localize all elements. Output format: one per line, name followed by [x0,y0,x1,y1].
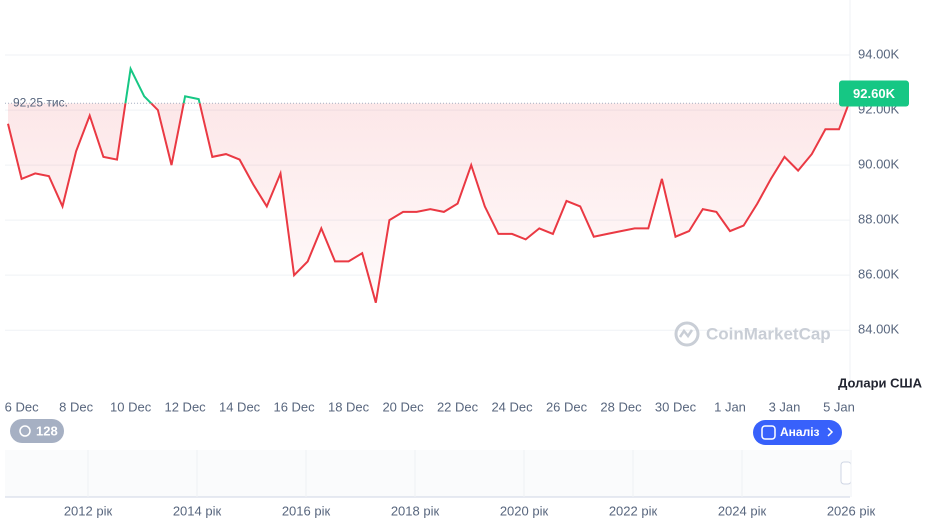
y-tick-label: 94.00K [858,46,900,61]
year-label: 2012 рік [64,503,113,518]
price-tag [839,80,909,107]
x-tick-label: 26 Dec [546,399,588,414]
badge[interactable]: 128 [10,419,64,443]
x-tick-label: 28 Dec [600,399,642,414]
reference-label: 92,25 тис. [13,95,68,109]
analysis-button[interactable]: Аналіз [753,420,842,445]
button-label: Аналіз [780,425,820,439]
y-tick-label: 86.00K [858,267,900,282]
x-tick-label: 18 Dec [328,399,370,414]
navigator[interactable] [5,450,852,498]
y-tick-label: 90.00K [858,157,900,172]
year-label: 2018 рік [391,503,440,518]
watermark-text: CoinMarketCap [706,324,831,343]
x-tick-label: 10 Dec [110,399,152,414]
x-tick-label: 16 Dec [273,399,315,414]
x-tick-label: 14 Dec [219,399,261,414]
x-tick-label: 5 Jan [823,399,855,414]
x-tick-label: 8 Dec [59,399,93,414]
price-line [7,103,851,303]
x-tick-label: 3 Jan [769,399,801,414]
area [8,103,849,303]
year-label: 2026 рік [827,503,876,518]
y-axis-unit: Долари США [838,375,923,390]
badge-count: 128 [36,423,58,438]
x-tick-label: 12 Dec [164,399,206,414]
year-label: 2016 рік [282,503,331,518]
x-tick-label: 20 Dec [382,399,424,414]
watermark: CoinMarketCap [674,321,831,347]
year-label: 2024 рік [718,503,767,518]
x-tick-label: 6 Dec [5,399,39,414]
y-tick-label: 84.00K [858,322,900,337]
year-label: 2020 рік [500,503,549,518]
x-tick-label: 1 Jan [714,399,746,414]
price-tag-label: 92.60K [853,86,896,101]
x-tick-label: 24 Dec [491,399,533,414]
y-tick-label: 88.00K [858,212,900,227]
price-line [124,65,854,104]
year-label: 2014 рік [173,503,222,518]
x-tick-label: 22 Dec [437,399,479,414]
x-tick-label: 30 Dec [655,399,697,414]
year-label: 2022 рік [609,503,658,518]
